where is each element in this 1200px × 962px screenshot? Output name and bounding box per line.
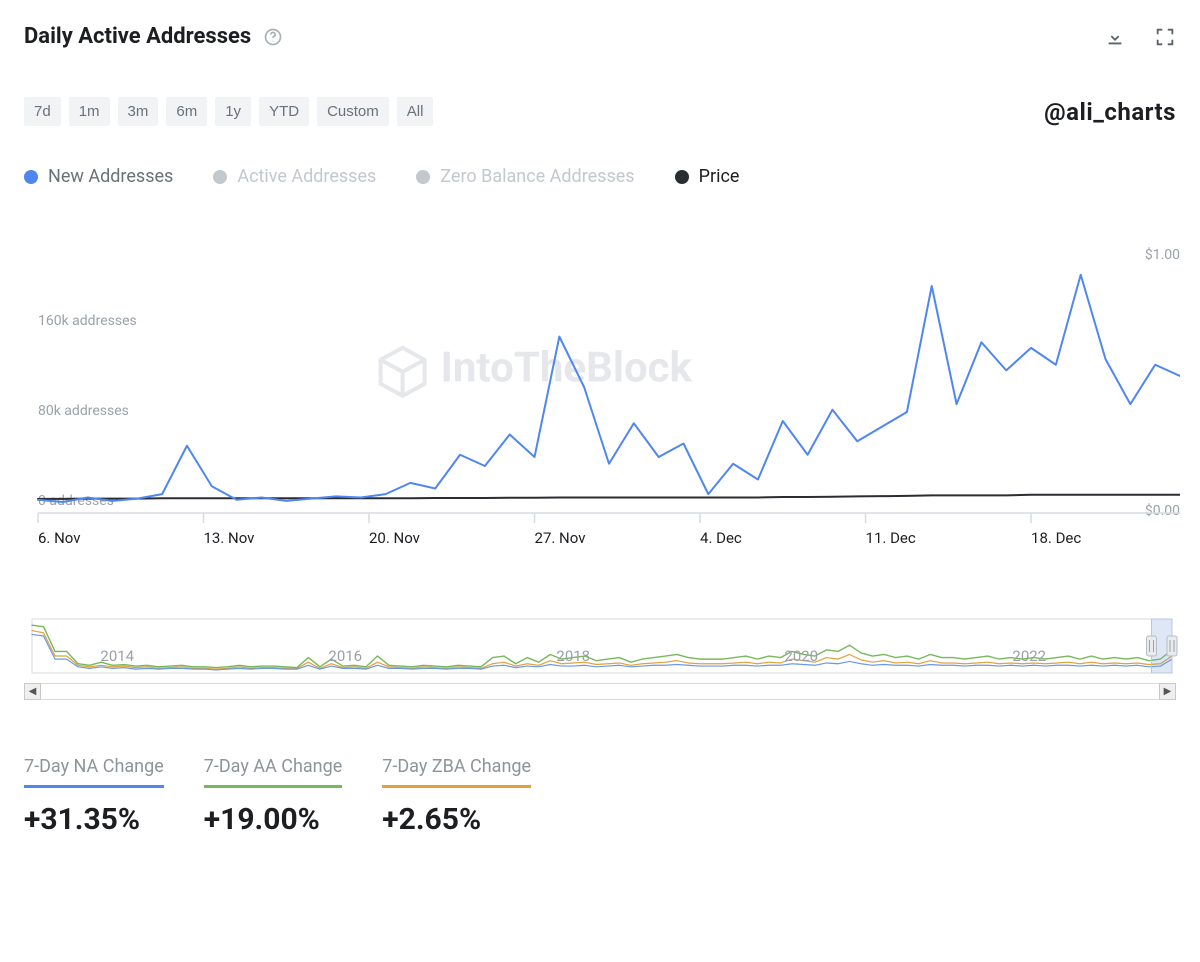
svg-text:4. Dec: 4. Dec (700, 529, 742, 547)
svg-text:2020: 2020 (784, 647, 818, 665)
main-chart[interactable]: IntoTheBlock0 addresses80k addresses160k… (24, 241, 1176, 571)
stat-card: 7-Day AA Change +19.00% (204, 756, 343, 837)
stat-rule (204, 785, 343, 788)
timeframe-custom[interactable]: Custom (317, 97, 389, 126)
header-actions (1104, 26, 1176, 48)
header: Daily Active Addresses (24, 24, 1176, 49)
legend-label: Active Addresses (237, 166, 376, 187)
svg-text:11. Dec: 11. Dec (866, 529, 916, 547)
timeframe-7d[interactable]: 7d (24, 97, 61, 126)
legend-item[interactable]: Zero Balance Addresses (416, 166, 634, 187)
nav-scroll-track[interactable] (41, 683, 1159, 700)
stats-row: 7-Day NA Change +31.35% 7-Day AA Change +19… (24, 756, 1176, 837)
timeframe-row: 7d 1m 3m6m 1y YTD Custom All @ali_charts (24, 97, 1176, 126)
svg-text:18. Dec: 18. Dec (1031, 529, 1081, 547)
legend-dot (24, 170, 38, 184)
stat-title: 7-Day NA Change (24, 756, 164, 777)
svg-text:6. Nov: 6. Nov (38, 529, 81, 547)
timeframe-1m[interactable]: 1m (69, 97, 110, 126)
timeframe-1y[interactable]: 1y (215, 97, 251, 126)
watermark-handle: @ali_charts (1044, 98, 1176, 126)
svg-text:2018: 2018 (556, 647, 590, 665)
svg-text:2022: 2022 (1012, 647, 1046, 665)
timeframe-all[interactable]: All (397, 97, 434, 126)
legend-label: Price (699, 166, 740, 187)
timeframe-ytd[interactable]: YTD (259, 97, 309, 126)
timeframe-buttons: 7d 1m 3m6m 1y YTD Custom All (24, 97, 433, 126)
nav-scroll-right[interactable]: ▶ (1159, 683, 1176, 700)
svg-text:80k addresses: 80k addresses (38, 403, 129, 419)
stat-value: +2.65% (382, 802, 531, 837)
stat-title: 7-Day ZBA Change (382, 756, 531, 777)
stat-rule (24, 785, 164, 788)
svg-text:13. Nov: 13. Nov (204, 529, 255, 547)
fullscreen-icon[interactable] (1154, 26, 1176, 48)
navigator-scrollbar[interactable]: ◀ ▶ (24, 683, 1176, 700)
stat-card: 7-Day ZBA Change +2.65% (382, 756, 531, 837)
svg-text:160k addresses: 160k addresses (38, 313, 137, 329)
svg-text:2016: 2016 (328, 647, 362, 665)
svg-text:27. Nov: 27. Nov (535, 529, 586, 547)
legend-label: Zero Balance Addresses (440, 166, 634, 187)
navigator[interactable]: 2014 2016 2018 2020 2022 ◀ ▶ (24, 613, 1176, 700)
nav-scroll-left[interactable]: ◀ (24, 683, 41, 700)
svg-text:$0.00: $0.00 (1145, 502, 1180, 519)
legend-label: New Addresses (48, 166, 173, 187)
legend-dot (213, 170, 227, 184)
header-left: Daily Active Addresses (24, 24, 283, 49)
svg-text:$1.00: $1.00 (1145, 246, 1180, 263)
page-title: Daily Active Addresses (24, 24, 251, 49)
timeframe-6m[interactable]: 6m (166, 97, 207, 126)
svg-text:20. Nov: 20. Nov (369, 529, 420, 547)
stat-title: 7-Day AA Change (204, 756, 343, 777)
timeframe-3m[interactable]: 3m (118, 97, 159, 126)
help-icon[interactable] (263, 27, 283, 47)
stat-card: 7-Day NA Change +31.35% (24, 756, 164, 837)
stat-value: +31.35% (24, 802, 164, 837)
legend-dot (675, 170, 689, 184)
legend-dot (416, 170, 430, 184)
download-icon[interactable] (1104, 26, 1126, 48)
legend-item[interactable]: New Addresses (24, 166, 173, 187)
svg-text:2014: 2014 (100, 647, 134, 665)
legend-item[interactable]: Price (675, 166, 740, 187)
legend-item[interactable]: Active Addresses (213, 166, 376, 187)
chart-legend: New Addresses Active Addresses Zero Balanc… (24, 166, 1176, 187)
stat-value: +19.00% (204, 802, 343, 837)
stat-rule (382, 785, 531, 788)
